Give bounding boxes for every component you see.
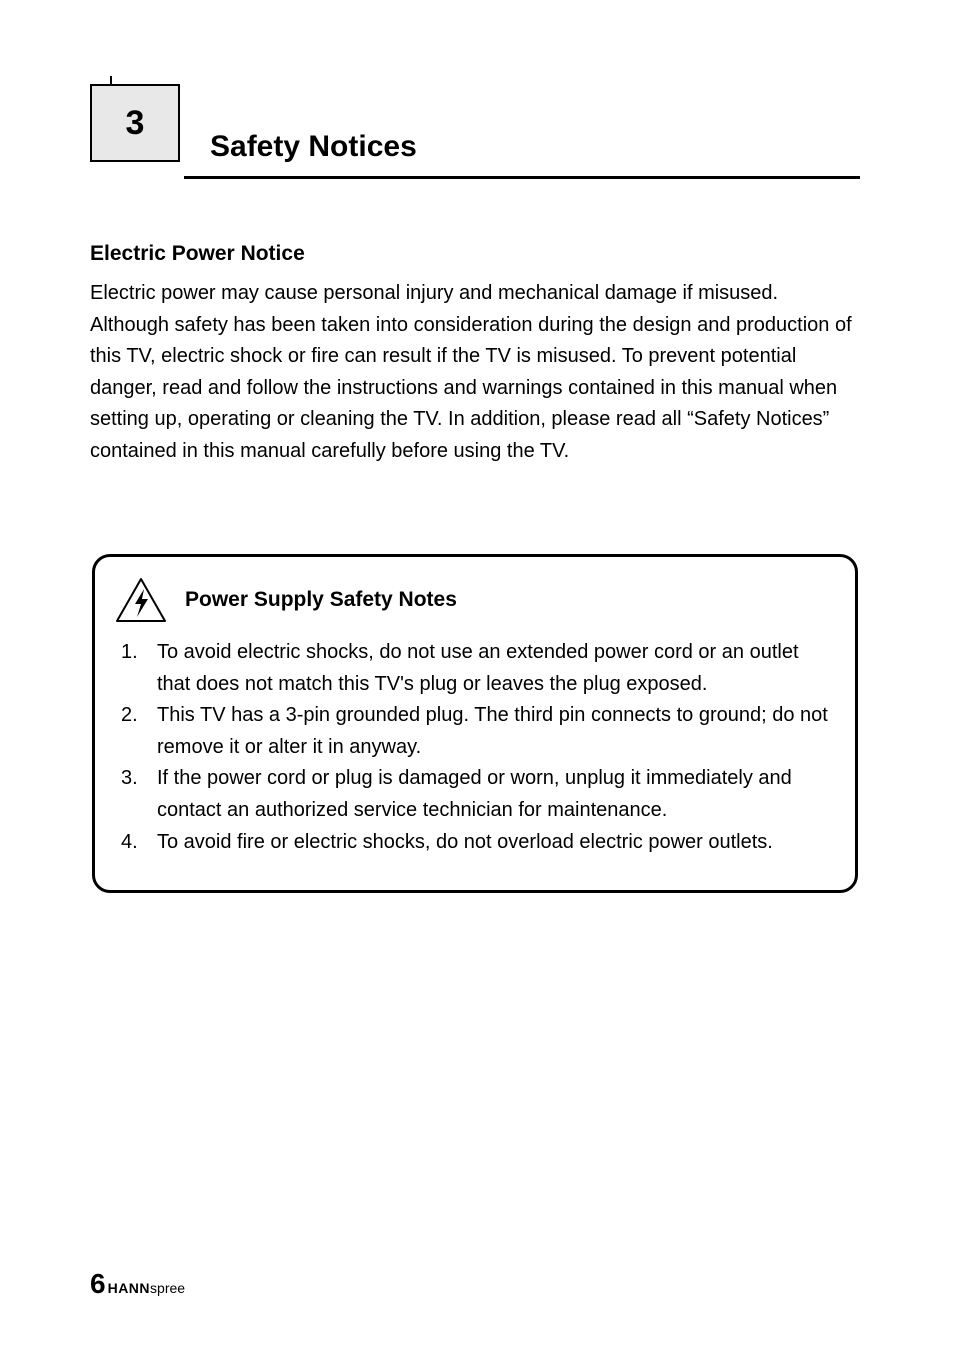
page-container: 3 Safety Notices Electric Power Notice E…: [0, 0, 954, 1352]
chapter-number: 3: [126, 104, 145, 143]
list-item: 4. To avoid fire or electric shocks, do …: [121, 827, 829, 859]
warning-title: Power Supply Safety Notes: [185, 588, 457, 612]
electric-warning-icon: [115, 577, 167, 623]
list-item-number: 2.: [121, 700, 157, 763]
page-number: 6: [90, 1268, 106, 1300]
list-item-number: 1.: [121, 637, 157, 700]
chapter-title: Safety Notices: [210, 130, 417, 164]
list-item-text: If the power cord or plug is damaged or …: [157, 763, 829, 826]
list-item-number: 3.: [121, 763, 157, 826]
warning-header: Power Supply Safety Notes: [115, 577, 829, 623]
warning-box: Power Supply Safety Notes 1. To avoid el…: [92, 554, 858, 893]
list-item-text: To avoid fire or electric shocks, do not…: [157, 827, 829, 859]
page-footer: 6 HANN spree: [90, 1268, 185, 1300]
section-body: Electric power may cause personal injury…: [90, 278, 860, 468]
footer-brand-light: spree: [150, 1280, 185, 1296]
list-item-number: 4.: [121, 827, 157, 859]
footer-brand-bold: HANN: [108, 1280, 150, 1296]
list-item: 2. This TV has a 3-pin grounded plug. Th…: [121, 700, 829, 763]
title-underline: [184, 176, 860, 179]
chapter-tab: 3: [90, 84, 180, 162]
warning-list: 1. To avoid electric shocks, do not use …: [121, 637, 829, 858]
section-heading: Electric Power Notice: [90, 242, 305, 266]
list-item: 3. If the power cord or plug is damaged …: [121, 763, 829, 826]
list-item: 1. To avoid electric shocks, do not use …: [121, 637, 829, 700]
list-item-text: To avoid electric shocks, do not use an …: [157, 637, 829, 700]
list-item-text: This TV has a 3-pin grounded plug. The t…: [157, 700, 829, 763]
